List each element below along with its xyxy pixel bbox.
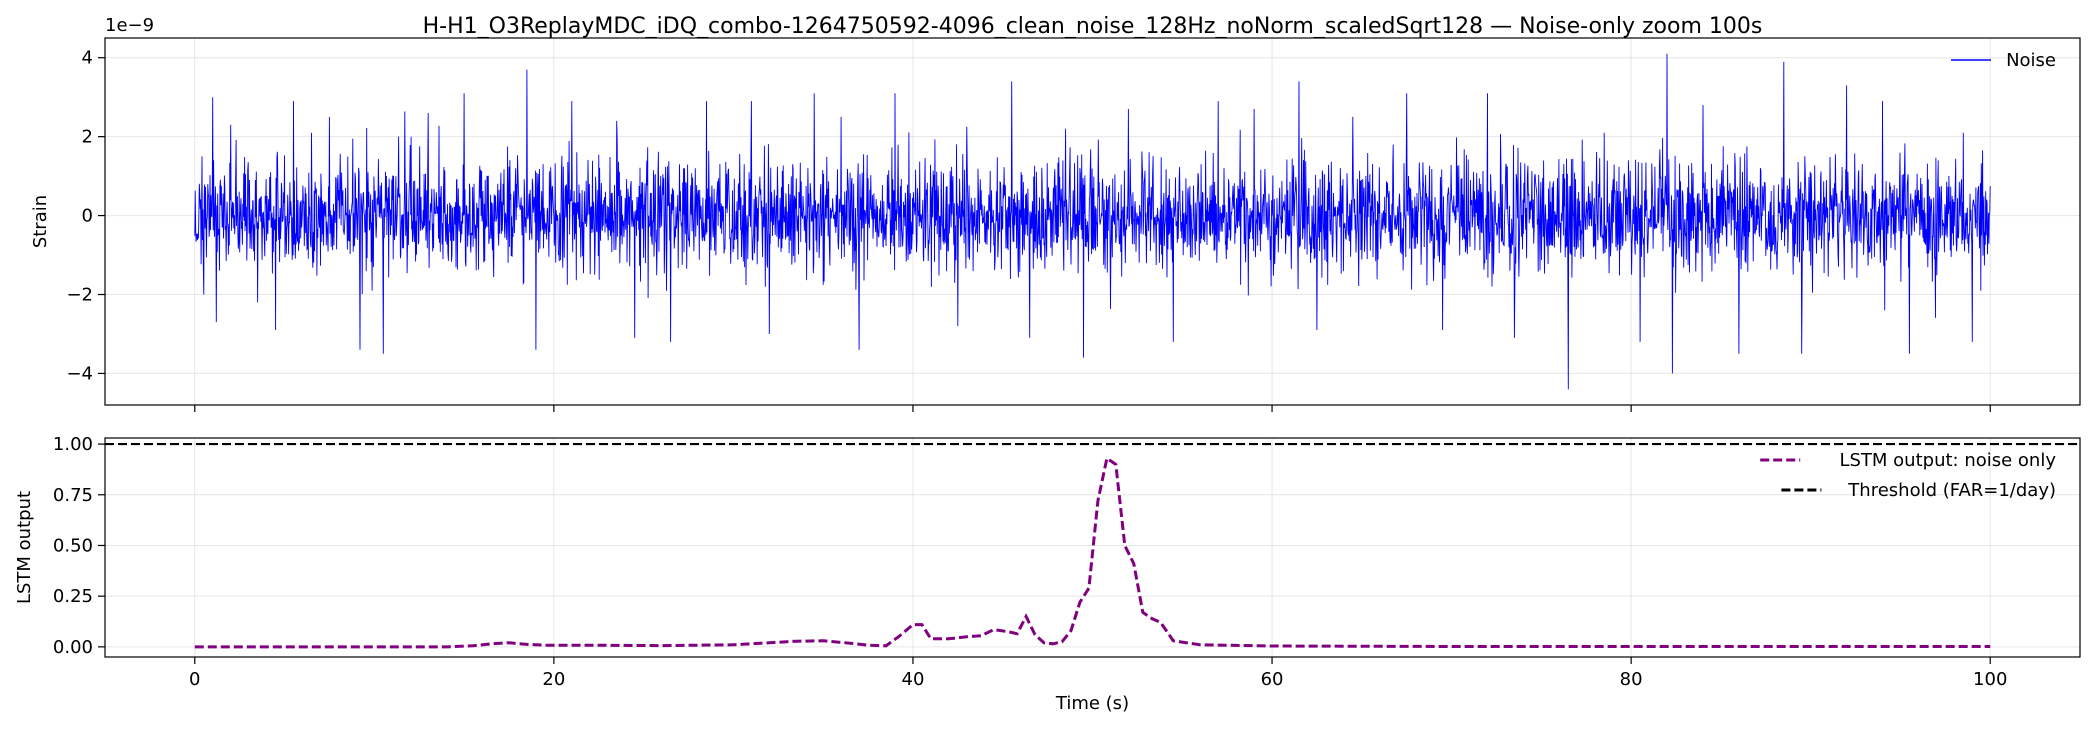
- axes-frame: [104, 437, 2081, 658]
- legend-label: Noise: [2006, 50, 2056, 71]
- y-tick-label: 2: [82, 127, 93, 148]
- chart-title: H-H1_O3ReplayMDC_iDQ_combo-1264750592-40…: [423, 14, 1763, 39]
- bottom-panel: 0 20 40 60 80 100 0.00 0.25 0.50 0.75 1.00 LSTM out…: [14, 434, 2081, 714]
- y-tick-label: 1.00: [53, 434, 93, 455]
- plot-area: [194, 53, 1991, 390]
- x-tick-label: 60: [1261, 669, 1284, 690]
- x-tick-label: 0: [189, 669, 200, 690]
- y-axis-label: Strain: [30, 195, 51, 248]
- y-tick-label: 0.50: [53, 535, 93, 556]
- series-noise-line: [194, 53, 1991, 390]
- y-tick-label: −2: [66, 285, 93, 306]
- x-tick-label: 40: [902, 669, 925, 690]
- series-lstm-line: [194, 455, 1991, 649]
- y-axis-label: LSTM output: [14, 491, 35, 604]
- y-tick-label: 4: [82, 48, 93, 69]
- x-tick-label: 20: [542, 669, 565, 690]
- y-tick-label: 0.25: [53, 586, 93, 607]
- axes-frame: [104, 37, 2081, 406]
- x-axis-label: Time (s): [1055, 693, 1129, 714]
- y-tick-label: −4: [66, 363, 93, 384]
- x-tick-label: 100: [1973, 669, 2007, 690]
- top-panel: −4 −2 0 2 4 1e−9 Strain Noise: [30, 15, 2081, 412]
- legend: Noise: [1951, 50, 2056, 71]
- x-tick-label: 80: [1620, 669, 1643, 690]
- y-tick-label: 0.75: [53, 485, 93, 506]
- y-tick-label: 0: [82, 206, 93, 227]
- legend-label: LSTM output: noise only: [1839, 450, 2056, 471]
- legend: LSTM output: noise only Threshold (FAR=1/…: [1760, 450, 2056, 501]
- plot-area: [105, 442, 2080, 649]
- legend-label: Threshold (FAR=1/day): [1847, 480, 2056, 501]
- y-tick-label: 0.00: [53, 637, 93, 658]
- y-offset-text: 1e−9: [105, 15, 154, 36]
